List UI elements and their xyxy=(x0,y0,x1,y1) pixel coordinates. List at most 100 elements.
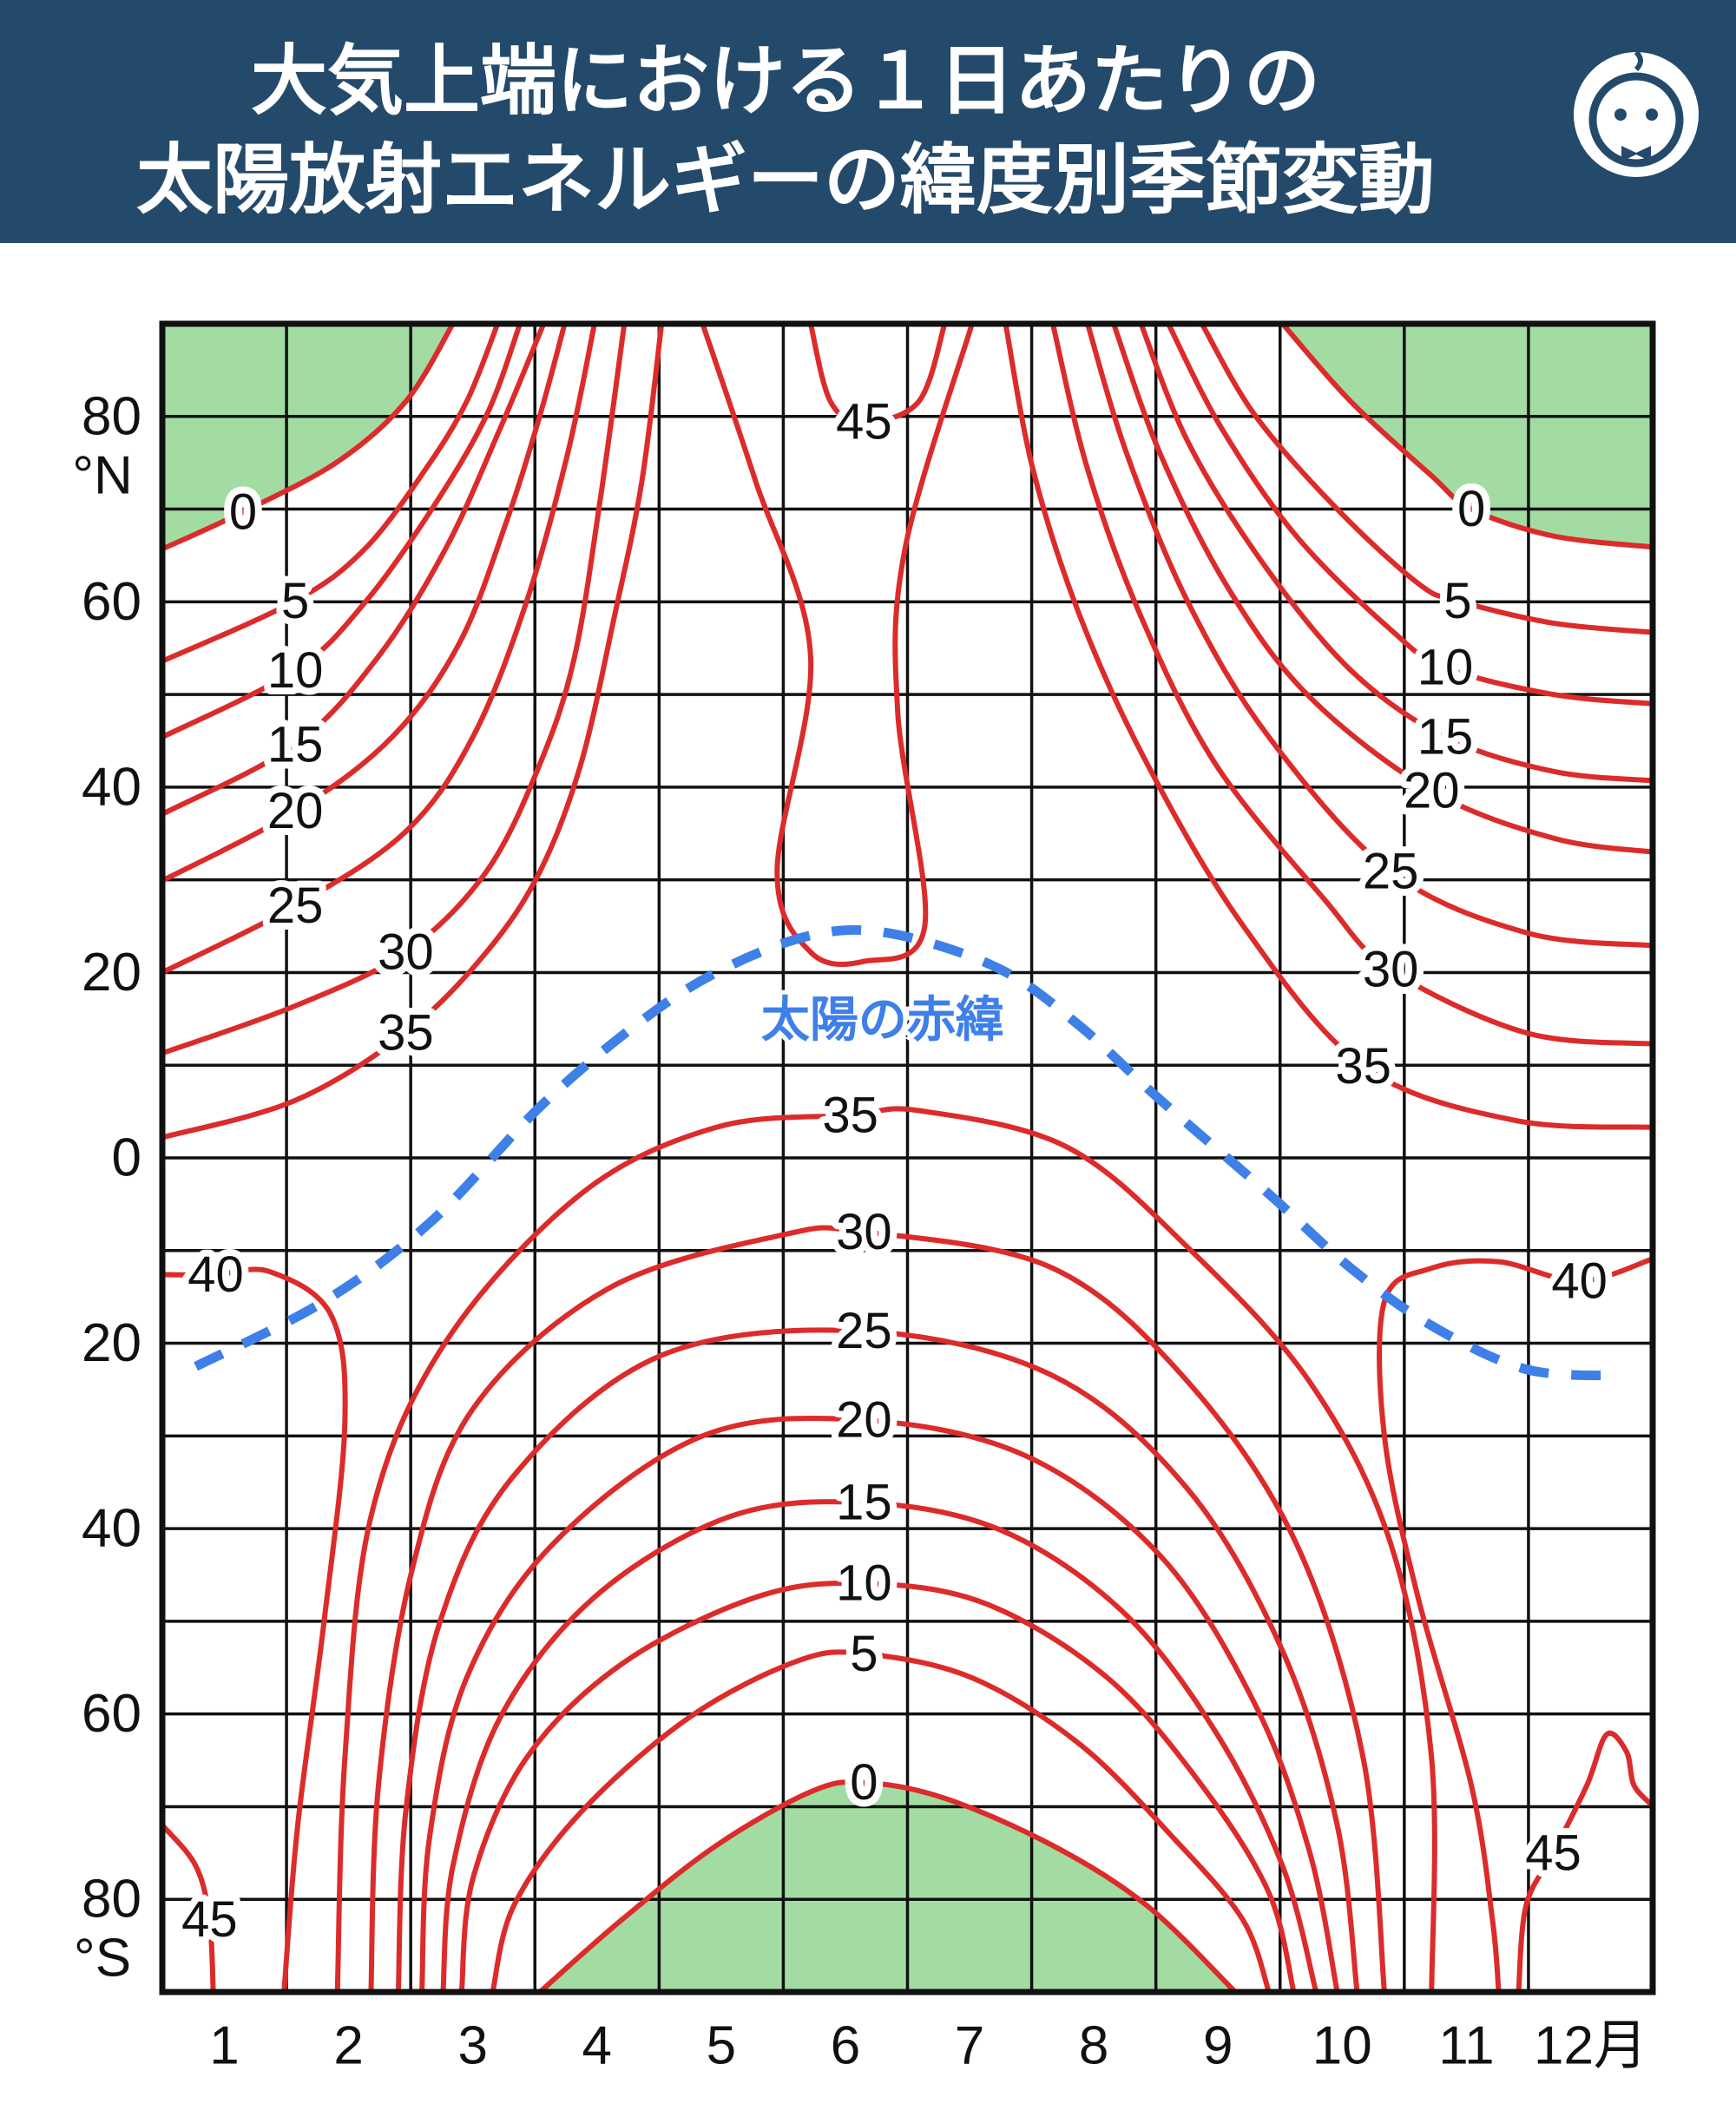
contour-line xyxy=(334,1106,1437,1995)
contour-line xyxy=(537,1779,1239,1995)
south-label: °S xyxy=(74,1929,131,1989)
contour-line xyxy=(160,321,628,1056)
x-tick-label: 1 xyxy=(209,2016,239,2076)
y-tick-label: 60 xyxy=(82,1684,141,1744)
contour-label: 10 xyxy=(836,1555,892,1612)
contour-label: 15 xyxy=(1417,709,1474,766)
contour-line xyxy=(160,321,597,976)
contour-label: 20 xyxy=(836,1392,892,1449)
contour-line xyxy=(1111,321,1655,855)
logo-hair xyxy=(1634,49,1643,72)
contour-line xyxy=(395,1327,1360,1995)
contour-line xyxy=(1138,321,1655,784)
logo-bow xyxy=(1621,146,1651,161)
y-tick-label: 40 xyxy=(82,757,141,817)
contour-label: 0 xyxy=(229,483,257,540)
contour-label: 30 xyxy=(1363,942,1419,998)
contour-label: 25 xyxy=(836,1303,892,1359)
y-tick-label: 80 xyxy=(82,386,141,446)
contour-label: 10 xyxy=(267,642,324,699)
contour-label: 25 xyxy=(1363,844,1419,900)
x-tick-label: 8 xyxy=(1079,2016,1108,2076)
y-tick-label: 0 xyxy=(112,1128,141,1188)
contour-label: 45 xyxy=(1525,1824,1581,1881)
logo-ring xyxy=(1588,72,1684,168)
north-label: °N xyxy=(72,445,133,505)
x-tick-label: 9 xyxy=(1203,2016,1233,2076)
contour-line xyxy=(1279,321,1655,550)
contour-line xyxy=(160,321,456,552)
contour-label: 5 xyxy=(281,573,309,629)
contour-line xyxy=(419,1415,1340,1995)
contour-line xyxy=(160,1266,348,1995)
x-tick-label: 6 xyxy=(831,2016,860,2076)
contour-line xyxy=(160,321,523,740)
contour-label: 10 xyxy=(1417,640,1474,696)
contour-line xyxy=(1199,321,1655,635)
x-tick-label: 3 xyxy=(457,2016,487,2076)
logo xyxy=(1574,49,1699,177)
contour-label: 35 xyxy=(378,1004,434,1061)
contour-line xyxy=(1049,321,1655,1047)
contour-label: 20 xyxy=(267,783,324,839)
contour-line xyxy=(1003,321,1655,1130)
contour-line xyxy=(160,321,547,817)
contour-label: 30 xyxy=(378,924,434,980)
x-tick-label: 12月 xyxy=(1534,2016,1647,2076)
contour-line xyxy=(1085,321,1655,949)
contour-label: 40 xyxy=(187,1246,244,1303)
series-label: 太陽の赤緯 xyxy=(761,992,1004,1049)
declination-line xyxy=(194,924,1621,1381)
contour-label: 15 xyxy=(267,716,324,773)
header-band xyxy=(0,0,1736,243)
fill-region xyxy=(1282,324,1653,548)
contour-label: 35 xyxy=(822,1087,878,1143)
x-tick-label: 2 xyxy=(333,2016,363,2076)
contour-line xyxy=(160,321,568,884)
x-tick-label: 7 xyxy=(955,2016,984,2076)
contour-label: 0 xyxy=(850,1754,878,1811)
contour-line xyxy=(160,321,501,664)
y-tick-label: 60 xyxy=(82,572,141,632)
contour-label: 45 xyxy=(836,394,892,450)
y-tick-label: 20 xyxy=(82,1313,141,1373)
logo-eye xyxy=(1646,108,1658,121)
contour-label: 20 xyxy=(1404,763,1460,819)
x-tick-label: 10 xyxy=(1312,2016,1372,2076)
plot-frame xyxy=(159,320,1656,1995)
logo-eye xyxy=(1614,108,1627,121)
contour-label: 35 xyxy=(1335,1038,1391,1095)
contour-line xyxy=(440,1499,1319,1995)
fill-region xyxy=(540,1782,1236,1992)
contour-line xyxy=(1516,1730,1655,1995)
chart-title: 大気上端における１日あたりの xyxy=(251,36,1320,126)
contour-line xyxy=(1166,321,1655,707)
contour-line xyxy=(490,1649,1272,1995)
contour-label: 40 xyxy=(1551,1253,1608,1310)
x-tick-label: 5 xyxy=(707,2016,736,2076)
contour-line xyxy=(807,321,948,425)
contour-line xyxy=(1377,1256,1655,1995)
contour-label: 25 xyxy=(267,878,324,934)
y-tick-label: 80 xyxy=(82,1870,141,1930)
contour-line xyxy=(368,1225,1387,1995)
contour-line xyxy=(458,1580,1297,1995)
fill-region xyxy=(162,324,453,549)
x-tick-label: 4 xyxy=(582,2016,612,2076)
contour-line xyxy=(700,321,975,967)
contour-line xyxy=(160,321,665,1141)
x-tick-label: 11 xyxy=(1438,2016,1494,2076)
y-tick-label: 40 xyxy=(82,1499,141,1559)
contour-label: 30 xyxy=(836,1204,892,1260)
chart-title: 太陽放射エネルギーの緯度別季節変動 xyxy=(136,135,1435,225)
contour-line xyxy=(160,1822,216,1995)
contour-label: 5 xyxy=(850,1626,878,1682)
contour-label: 0 xyxy=(1457,481,1485,537)
contour-label: 5 xyxy=(1443,573,1471,629)
contour-label: 15 xyxy=(836,1475,892,1531)
contour-label: 45 xyxy=(181,1891,238,1948)
y-tick-label: 20 xyxy=(82,943,141,1003)
